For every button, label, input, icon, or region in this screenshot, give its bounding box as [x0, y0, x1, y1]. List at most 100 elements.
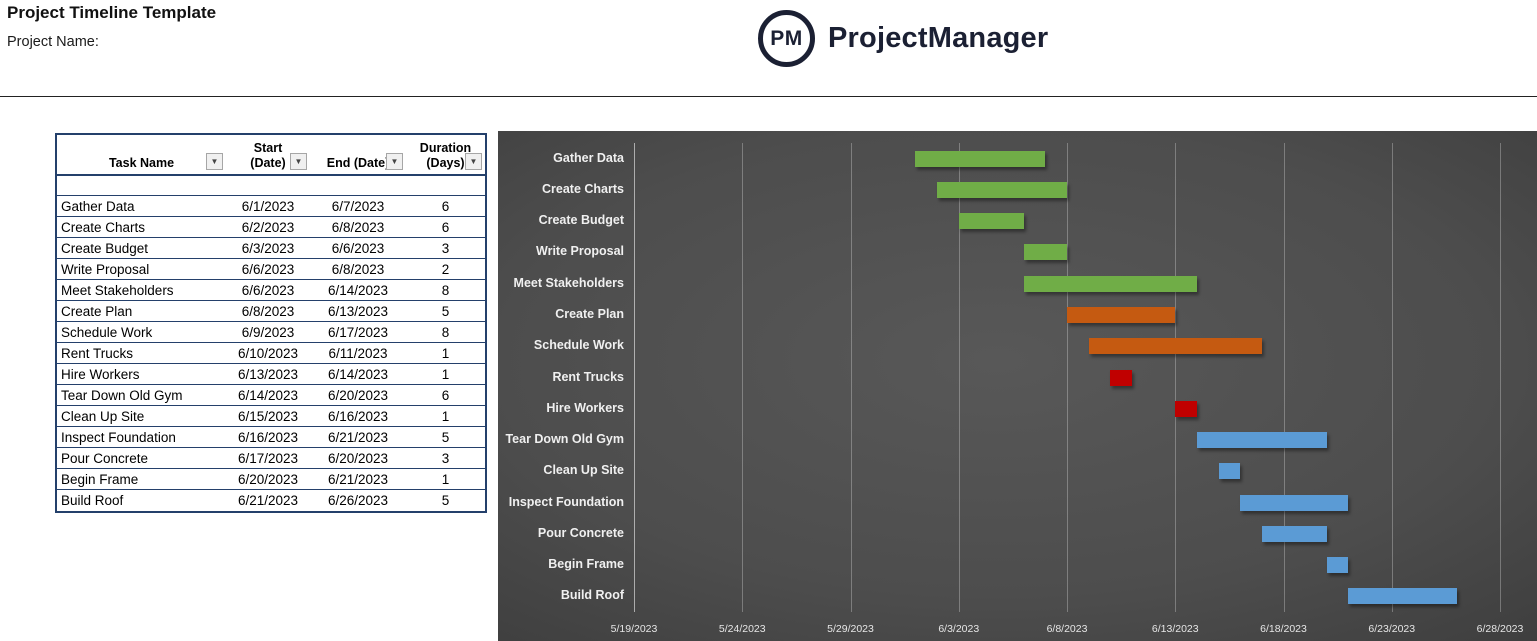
gantt-bar[interactable]: [958, 213, 1024, 230]
gantt-bar[interactable]: [1261, 525, 1327, 542]
duration-cell[interactable]: 3: [441, 450, 450, 466]
start-date-cell[interactable]: 6/1/2023: [241, 198, 295, 214]
end-date-cell[interactable]: 6/7/2023: [331, 198, 385, 214]
gantt-bar[interactable]: [1067, 306, 1176, 323]
start-date-cell[interactable]: 6/3/2023: [241, 240, 295, 256]
duration-cell[interactable]: 1: [441, 471, 450, 487]
start-date-cell[interactable]: 6/15/2023: [237, 408, 299, 424]
duration-cell[interactable]: 2: [441, 261, 450, 277]
task-name-cell[interactable]: Write Proposal: [61, 261, 150, 277]
table-row: Hire Workers 6/13/2023 6/14/2023 1: [57, 364, 485, 385]
x-axis-tick-label: 6/8/2023: [1046, 623, 1088, 635]
start-date-cell[interactable]: 6/10/2023: [237, 345, 299, 361]
gantt-bar[interactable]: [1110, 369, 1132, 386]
x-axis-tick-label: 6/3/2023: [938, 623, 980, 635]
task-name-cell[interactable]: Create Charts: [61, 219, 146, 235]
column-header-line1: Start: [253, 141, 283, 155]
column-header-end-date: End (Date) ▼: [310, 135, 406, 174]
start-date-cell[interactable]: 6/17/2023: [237, 450, 299, 466]
gantt-bar[interactable]: [1175, 400, 1197, 417]
end-date-cell[interactable]: 6/8/2023: [331, 261, 385, 277]
duration-cell[interactable]: 5: [441, 429, 450, 445]
gantt-bar[interactable]: [1088, 338, 1262, 355]
gantt-task-label: Begin Frame: [548, 557, 624, 572]
task-name-cell[interactable]: Hire Workers: [61, 366, 140, 382]
end-date-cell[interactable]: 6/14/2023: [327, 366, 389, 382]
task-name-cell[interactable]: Schedule Work: [61, 324, 153, 340]
gantt-bar[interactable]: [1023, 244, 1067, 261]
end-date-cell[interactable]: 6/20/2023: [327, 450, 389, 466]
task-name-cell[interactable]: Meet Stakeholders: [61, 282, 174, 298]
end-date-cell[interactable]: 6/6/2023: [331, 240, 385, 256]
gantt-bar[interactable]: [915, 150, 1046, 167]
task-name-cell[interactable]: Create Budget: [61, 240, 149, 256]
duration-cell[interactable]: 8: [441, 282, 450, 298]
filter-dropdown-button[interactable]: ▼: [206, 153, 223, 170]
page-title: Project Timeline Template: [7, 3, 217, 22]
duration-cell[interactable]: 8: [441, 324, 450, 340]
table-row: Meet Stakeholders 6/6/2023 6/14/2023 8: [57, 280, 485, 301]
end-date-cell[interactable]: 6/26/2023: [327, 493, 389, 508]
x-axis-tick-label: 5/24/2023: [718, 623, 766, 635]
gantt-bar[interactable]: [1348, 588, 1457, 605]
start-date-cell[interactable]: 6/14/2023: [237, 387, 299, 403]
gantt-bar[interactable]: [1218, 463, 1241, 480]
duration-cell[interactable]: 5: [441, 303, 450, 319]
task-name-cell[interactable]: Pour Concrete: [61, 450, 149, 466]
end-date-cell[interactable]: 6/16/2023: [327, 408, 389, 424]
vertical-gridline: [1067, 143, 1068, 612]
gantt-bar[interactable]: [1240, 494, 1349, 511]
start-date-cell[interactable]: 6/6/2023: [241, 282, 295, 298]
duration-cell[interactable]: 1: [441, 345, 450, 361]
gantt-bar[interactable]: [1196, 432, 1327, 449]
end-date-cell[interactable]: 6/14/2023: [327, 282, 389, 298]
end-date-cell[interactable]: 6/17/2023: [327, 324, 389, 340]
gantt-bar[interactable]: [1023, 275, 1197, 292]
start-date-cell[interactable]: 6/21/2023: [237, 493, 299, 508]
task-name-cell[interactable]: Tear Down Old Gym: [61, 387, 183, 403]
end-date-cell[interactable]: 6/21/2023: [327, 429, 389, 445]
start-date-cell[interactable]: 6/20/2023: [237, 471, 299, 487]
x-axis-tick-label: 6/23/2023: [1368, 623, 1416, 635]
start-date-cell[interactable]: 6/8/2023: [241, 303, 295, 319]
filter-dropdown-button[interactable]: ▼: [386, 153, 403, 170]
filter-dropdown-button[interactable]: ▼: [290, 153, 307, 170]
filter-dropdown-button[interactable]: ▼: [465, 153, 482, 170]
task-name-cell[interactable]: Clean Up Site: [61, 408, 145, 424]
duration-cell[interactable]: 1: [441, 408, 450, 424]
task-name-cell[interactable]: Begin Frame: [61, 471, 139, 487]
gantt-task-label: Create Budget: [538, 213, 624, 228]
start-date-cell[interactable]: 6/9/2023: [241, 324, 295, 340]
start-date-cell[interactable]: 6/16/2023: [237, 429, 299, 445]
duration-cell[interactable]: 1: [441, 366, 450, 382]
x-axis-tick-label: 5/19/2023: [610, 623, 658, 635]
duration-cell[interactable]: 5: [441, 493, 450, 508]
y-axis-line: [634, 143, 635, 612]
duration-cell[interactable]: 6: [441, 219, 450, 235]
end-date-cell[interactable]: 6/8/2023: [331, 219, 385, 235]
end-date-cell[interactable]: 6/13/2023: [327, 303, 389, 319]
gantt-bar[interactable]: [937, 181, 1067, 198]
duration-cell[interactable]: 6: [441, 198, 450, 214]
column-header-line2: (Date): [250, 156, 286, 170]
gantt-bar[interactable]: [1326, 557, 1349, 574]
task-name-cell[interactable]: Build Roof: [61, 493, 124, 508]
table-row: Create Budget 6/3/2023 6/6/2023 3: [57, 238, 485, 259]
table-row: Clean Up Site 6/15/2023 6/16/2023 1: [57, 406, 485, 427]
x-axis-tick-label: 6/28/2023: [1476, 623, 1524, 635]
start-date-cell[interactable]: 6/6/2023: [241, 261, 295, 277]
task-name-cell[interactable]: Rent Trucks: [61, 345, 134, 361]
task-name-cell[interactable]: Inspect Foundation: [61, 429, 176, 445]
end-date-cell[interactable]: 6/21/2023: [327, 471, 389, 487]
task-name-cell[interactable]: Create Plan: [61, 303, 133, 319]
end-date-cell[interactable]: 6/20/2023: [327, 387, 389, 403]
duration-cell[interactable]: 6: [441, 387, 450, 403]
table-blank-row[interactable]: [57, 176, 485, 196]
start-date-cell[interactable]: 6/13/2023: [237, 366, 299, 382]
end-date-cell[interactable]: 6/11/2023: [328, 345, 388, 361]
duration-cell[interactable]: 3: [441, 240, 450, 256]
gantt-task-label: Hire Workers: [546, 400, 624, 415]
task-name-cell[interactable]: Gather Data: [61, 198, 135, 214]
column-header-line2: Task Name: [108, 156, 175, 170]
start-date-cell[interactable]: 6/2/2023: [241, 219, 295, 235]
